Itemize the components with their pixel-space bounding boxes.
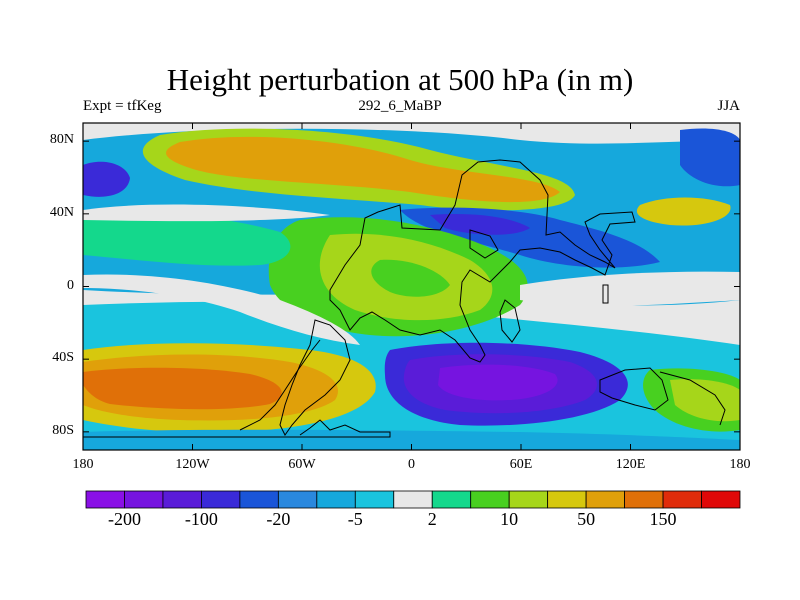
run-label: 292_6_MaBP (358, 98, 442, 114)
africa-eurasia-outline (329, 159, 636, 363)
contour-zero-streak-3 (83, 274, 360, 345)
sea-outline (469, 229, 499, 259)
colorbar-label: -100 (184, 509, 218, 529)
lon-tick-label: 60E (509, 457, 533, 472)
lat-tick-label: 0 (67, 277, 74, 293)
colorbar-swatch (624, 490, 664, 509)
experiment-label: Expt = tfKeg (83, 98, 162, 114)
contour-low-northwest (83, 161, 130, 197)
lat-tick-label: 80S (52, 422, 74, 438)
north-america-outline (239, 339, 321, 431)
lon-tick-label: 120W (175, 457, 210, 472)
lat-tick-label: 80N (49, 132, 74, 148)
lat-tick-label: 40S (52, 350, 74, 366)
lon-tick-label: 180 (72, 457, 94, 472)
east-outline (659, 371, 726, 426)
lon-tick-label: 120E (615, 457, 646, 472)
contour-pacific-high (636, 197, 731, 226)
southern-strip-outline (83, 419, 391, 438)
colorbar-label: 50 (577, 509, 596, 529)
contour-south-low-core (438, 364, 558, 401)
contour-south-high-core (83, 367, 282, 410)
contour-north-high (166, 136, 561, 203)
colorbar-swatch (277, 490, 318, 509)
colorbar-swatch (701, 490, 741, 509)
contour-zero-streak-1 (83, 204, 330, 222)
colorbar-swatch (662, 490, 702, 509)
axis-ticks (82, 123, 741, 450)
colorbar (85, 490, 741, 509)
colorbar-swatch (124, 490, 164, 509)
colorbar-label: -20 (266, 509, 291, 529)
colorbar-label: 10 (500, 509, 519, 529)
contour-zero-streak-2 (520, 271, 740, 306)
colorbar-swatch (239, 490, 279, 509)
contour-field (83, 123, 740, 450)
season-label: JJA (717, 98, 740, 114)
australia-outline (599, 367, 669, 411)
colorbar-swatch (162, 490, 202, 509)
colorbar-swatch (316, 490, 356, 509)
contour-tropics-center (371, 259, 450, 297)
lon-tick-label: 180 (729, 457, 751, 472)
contour-low-asia-core (430, 214, 530, 235)
island-outline (602, 284, 609, 304)
colorbar-label: 2 (427, 509, 437, 529)
contour-tropical-west (83, 212, 291, 266)
colorbar-label: -200 (107, 509, 141, 529)
colorbar-swatch (431, 490, 472, 509)
colorbar-swatch (354, 490, 395, 509)
map-title: Height perturbation at 500 hPa (in m) (166, 62, 634, 97)
colorbar-label: 150 (649, 509, 677, 529)
lon-tick-label: 60W (288, 457, 316, 472)
colorbar-swatch (85, 490, 125, 509)
lon-tick-label: 0 (408, 457, 415, 472)
colorbar-swatch (508, 490, 549, 509)
colorbar-swatch (585, 490, 625, 509)
colorbar-swatch (393, 490, 433, 509)
coastlines (83, 159, 726, 438)
colorbar-swatch (547, 490, 587, 509)
greenland-outline (499, 299, 521, 343)
contour-polar-south (83, 429, 740, 450)
colorbar-swatch (470, 490, 510, 509)
colorbar-swatch (201, 490, 241, 509)
lat-tick-label: 40N (49, 204, 74, 220)
colorbar-label: -5 (347, 509, 363, 529)
contour-low-northeast (680, 128, 740, 187)
contour-southeast-yellow (670, 379, 740, 422)
